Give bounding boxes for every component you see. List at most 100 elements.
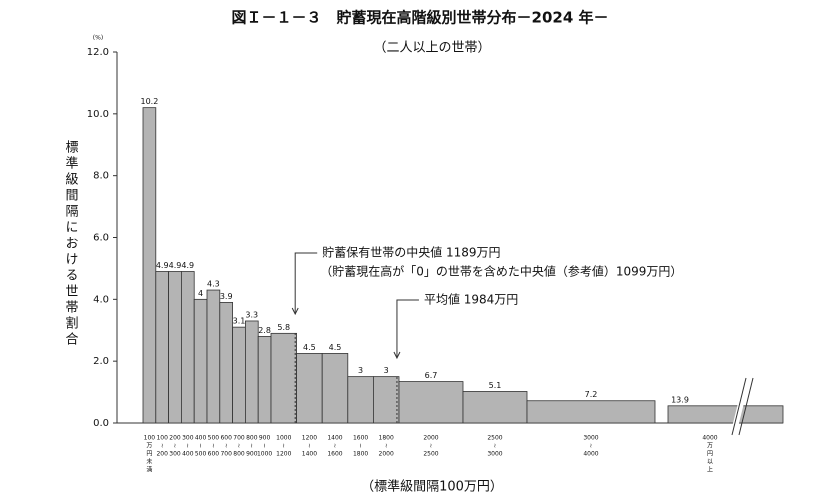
annotation-arrow: [294, 252, 318, 314]
axis-break: [731, 377, 747, 436]
x-tick-label: 800: [246, 435, 258, 442]
bar: [347, 376, 374, 424]
x-tick-label: 500: [208, 435, 220, 442]
y-tick-label: 10.0: [87, 109, 109, 120]
y-axis-title: 標準級間隔における世帯割合: [63, 140, 79, 348]
x-tick-label: 1000: [276, 435, 291, 442]
value-label: 4.9: [169, 261, 182, 270]
value-label: 3: [358, 366, 363, 375]
x-tick-label: 1000: [257, 451, 272, 458]
bar: [270, 332, 298, 424]
arrow-head: [393, 351, 401, 360]
bar: [257, 336, 272, 424]
bar: [180, 271, 195, 424]
x-tick-label: ≀: [161, 443, 163, 450]
x-tick-label: 1800: [353, 451, 368, 458]
value-label: 5.1: [489, 381, 502, 390]
bar: [232, 326, 246, 424]
value-label: 4.5: [303, 343, 316, 352]
value-label: 4.3: [207, 280, 220, 289]
chart-subtitle: （二人以上の世帯）: [373, 41, 490, 56]
annotation-text: （貯蓄現在高が「0」の世帯を含めた中央値（参考値）1099万円）: [320, 264, 682, 279]
x-tick-label: 300: [182, 435, 194, 442]
x-tick-label: 700: [233, 435, 245, 442]
bar: [168, 271, 182, 424]
x-tick-label: 1400: [327, 435, 342, 442]
x-tick-label: 800: [233, 451, 245, 458]
x-tick-label: 900: [259, 435, 271, 442]
y-tick-label: 0.0: [93, 418, 109, 429]
x-tick-label: 1600: [353, 435, 368, 442]
x-tick-label: 600: [220, 435, 232, 442]
x-tick-label: ≀: [359, 443, 361, 450]
x-tick-label: ≀: [590, 443, 592, 450]
x-tick-label: 2500: [423, 451, 438, 458]
y-tick-label: 6.0: [93, 233, 109, 244]
x-tick-label: 900: [246, 451, 258, 458]
x-tick-label: ≀: [251, 443, 253, 450]
x-tick-label: 600: [208, 451, 220, 458]
bar: [244, 320, 259, 424]
bar: [526, 400, 656, 424]
y-tick-label: 4.0: [93, 294, 109, 305]
annotation-text: 貯蓄保有世帯の中央値 1189万円: [322, 245, 500, 260]
x-tick-label: ≀: [308, 443, 310, 450]
x-tick-label: 上: [707, 466, 713, 474]
x-tick-label: 万: [146, 443, 152, 450]
x-tick-label: ≀: [494, 443, 496, 450]
x-tick-label: 100: [156, 435, 168, 442]
x-tick-label: ≀: [283, 443, 285, 450]
x-tick-label: 以: [707, 459, 713, 466]
bar: [193, 298, 208, 424]
y-unit: (%): [93, 35, 103, 42]
x-tick-label: 300: [169, 451, 181, 458]
x-tick-label: 万: [707, 443, 713, 450]
arrow-head: [291, 307, 299, 316]
x-tick-label: 4000: [583, 451, 598, 458]
x-tick-label: ≀: [199, 443, 201, 450]
x-tick-label: ≀: [263, 443, 265, 450]
x-tick-label: 円: [707, 451, 713, 458]
x-tick-label: 500: [195, 451, 207, 458]
x-tick-label: 2500: [487, 435, 502, 442]
x-tick-label: 円: [146, 451, 152, 458]
y-tick-label: 2.0: [93, 356, 109, 367]
bar: [462, 391, 528, 424]
x-tick-label: 1200: [302, 435, 317, 442]
x-tick-label: 1600: [327, 451, 342, 458]
x-tick-label: 100: [144, 435, 156, 442]
x-tick-label: ≀: [385, 443, 387, 450]
x-tick-label: ≀: [187, 443, 189, 450]
x-tick-label: 700: [220, 451, 232, 458]
annotation-arrow: [396, 299, 419, 358]
x-tick-label: 満: [146, 466, 152, 474]
bar: [206, 289, 221, 424]
x-tick-label: 4000: [702, 435, 717, 442]
x-tick-label: ≀: [430, 443, 432, 450]
value-label: 7.2: [585, 390, 598, 399]
value-label: 10.2: [140, 97, 158, 106]
x-tick-label: 200: [156, 451, 168, 458]
x-tick-label: 400: [182, 451, 194, 458]
bar: [155, 271, 170, 424]
x-tick-label: 1800: [379, 435, 394, 442]
x-tick-label: ≀: [174, 443, 176, 450]
x-tick-label: 2000: [423, 435, 438, 442]
value-label: 3.3: [245, 310, 258, 319]
bar: [398, 381, 464, 424]
chart-title: 図Ｉ－１－３ 貯蓄現在高階級別世帯分布－2024 年－: [232, 9, 609, 27]
value-label: 4.9: [156, 261, 169, 270]
value-label: 2.8: [258, 326, 271, 335]
annotation-text: 平均値 1984万円: [424, 292, 518, 307]
x-tick-label: ≀: [225, 443, 227, 450]
bar: [142, 107, 157, 424]
value-label: 3.1: [233, 317, 246, 326]
value-label: 3: [384, 366, 389, 375]
axis-break: [738, 377, 754, 436]
x-tick-label: ≀: [334, 443, 336, 450]
y-tick-label: 8.0: [93, 171, 109, 182]
x-tick-label: 2000: [379, 451, 394, 458]
value-label: 13.9: [671, 395, 689, 404]
value-label: 4.9: [181, 261, 194, 270]
